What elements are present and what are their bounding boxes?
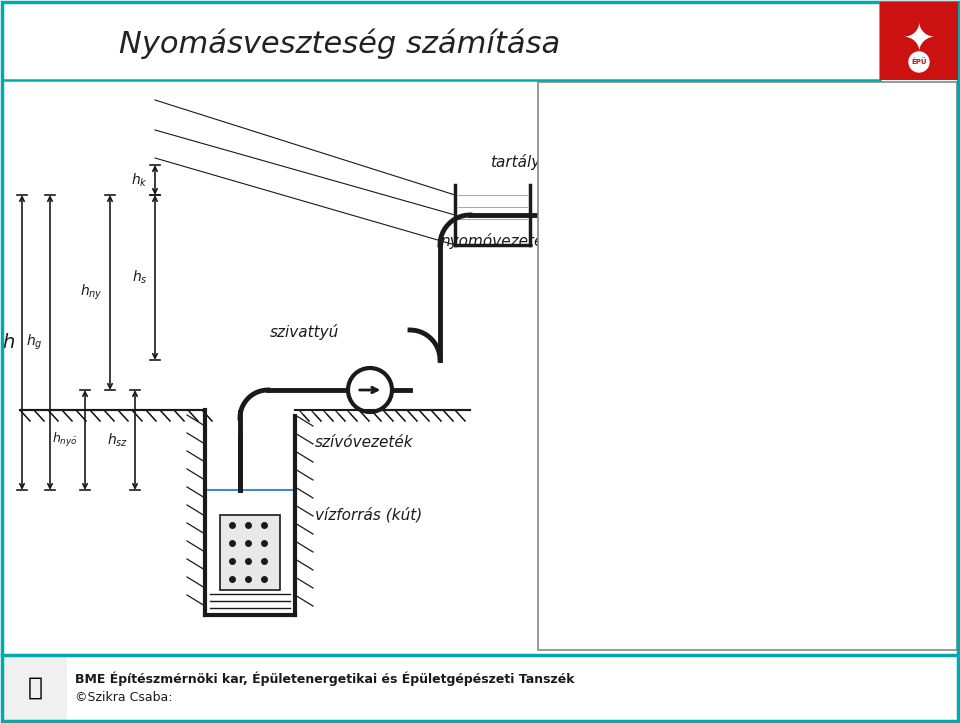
Text: vízforrás (kút): vízforrás (kút) <box>315 508 422 523</box>
Text: $h_{ny}$: $h_{ny}$ <box>81 283 103 302</box>
Text: tartály: tartály <box>490 154 540 170</box>
Text: ÉPÜ: ÉPÜ <box>911 59 926 66</box>
Text: $h_k$ = 5m: $h_k$ = 5m <box>582 494 644 513</box>
Bar <box>538 82 957 650</box>
Text: $h_{ny}$ - nyomómagasság: $h_{ny}$ - nyomómagasság <box>564 210 734 231</box>
Text: $h_{sz}$ - szívómagasság: $h_{sz}$ - szívómagasság <box>564 96 719 116</box>
Text: o: o <box>550 331 559 345</box>
Text: o: o <box>568 394 576 407</box>
Text: Nem a csőhálózat
legmagasabb pontja!: Nem a csőhálózat legmagasabb pontja! <box>582 252 738 284</box>
Bar <box>220 515 280 590</box>
Text: Elméleti maximális szívómagasság:  10.33m, mely
a hőmérséklet növekedésével csök: Elméleti maximális szívómagasság: 10.33m… <box>582 119 953 153</box>
Text: $h_k$: $h_k$ <box>132 171 148 189</box>
Text: o: o <box>568 174 576 187</box>
Circle shape <box>909 52 929 72</box>
Text: nyomóvezeték: nyomóvezeték <box>440 233 552 249</box>
Text: o: o <box>568 413 576 426</box>
Text: $h_g$=$h_{sz}$+$h_{ny}$: $h_g$=$h_{sz}$+$h_{ny}$ <box>725 311 810 332</box>
Text: o: o <box>568 233 576 246</box>
Text: o: o <box>568 494 576 507</box>
Text: $h_s$: $h_s$ <box>132 269 148 286</box>
Text: Nincs elméleti korlát.: Nincs elméleti korlát. <box>582 233 737 248</box>
Text: o: o <box>568 252 576 265</box>
Text: ✦: ✦ <box>902 21 935 59</box>
Text: $h_g$ - geodetikus magasság különbség: $h_g$ - geodetikus magasság különbség <box>564 288 848 309</box>
Text: egyenes cső ellenállása: egyenes cső ellenállása <box>582 413 756 429</box>
Text: Nyomásveszteség számítása: Nyomásveszteség számítása <box>119 29 561 59</box>
Bar <box>880 2 958 80</box>
Text: o: o <box>568 475 576 488</box>
Text: o: o <box>550 96 559 110</box>
Bar <box>2 655 67 721</box>
Text: szivattyú: szivattyú <box>270 324 339 340</box>
Text: $h_g$: $h_g$ <box>26 333 43 352</box>
Text: Valóságos maximális
szívómagasság: ~6m: Valóságos maximális szívómagasság: ~6m <box>582 174 739 209</box>
Text: h: h <box>3 333 15 352</box>
Circle shape <box>348 368 392 412</box>
Text: $h_s$ – súrlódási magasság
(súrlódásból származó
ellenállás): $h_s$ – súrlódási magasság (súrlódásból … <box>564 331 750 387</box>
Text: BME Építészmérnöki kar, Épületenergetikai és Épületgépészeti Tanszék: BME Építészmérnöki kar, Épületenergetika… <box>75 671 574 685</box>
Text: o: o <box>568 155 576 168</box>
Text: $h_k$ – kifolyási nyomómagasság
(minimális kifolyási nyomás): $h_k$ – kifolyási nyomómagasság (minimál… <box>564 432 797 471</box>
Text: alaki ellenállások: alaki ellenállások <box>582 394 708 409</box>
Bar <box>2 2 880 80</box>
Text: o: o <box>568 119 576 132</box>
Text: Kavitáció problémája: Kavitáció problémája <box>582 155 736 171</box>
Text: o: o <box>550 288 559 302</box>
Text: $h_{sz}$: $h_{sz}$ <box>107 432 128 449</box>
Text: ©Szikra Csaba:: ©Szikra Csaba: <box>75 691 173 704</box>
Text: $q_k$[l/perc]=k SQRT($h_k$): $q_k$[l/perc]=k SQRT($h_k$) <box>582 475 743 494</box>
Text: 🏛: 🏛 <box>28 676 42 700</box>
Text: $h_{ny\ddot{o}}$: $h_{ny\ddot{o}}$ <box>53 431 78 449</box>
Text: o: o <box>550 210 559 224</box>
Text: o: o <box>550 432 559 446</box>
Text: szívóvezeték: szívóvezeték <box>315 435 414 450</box>
